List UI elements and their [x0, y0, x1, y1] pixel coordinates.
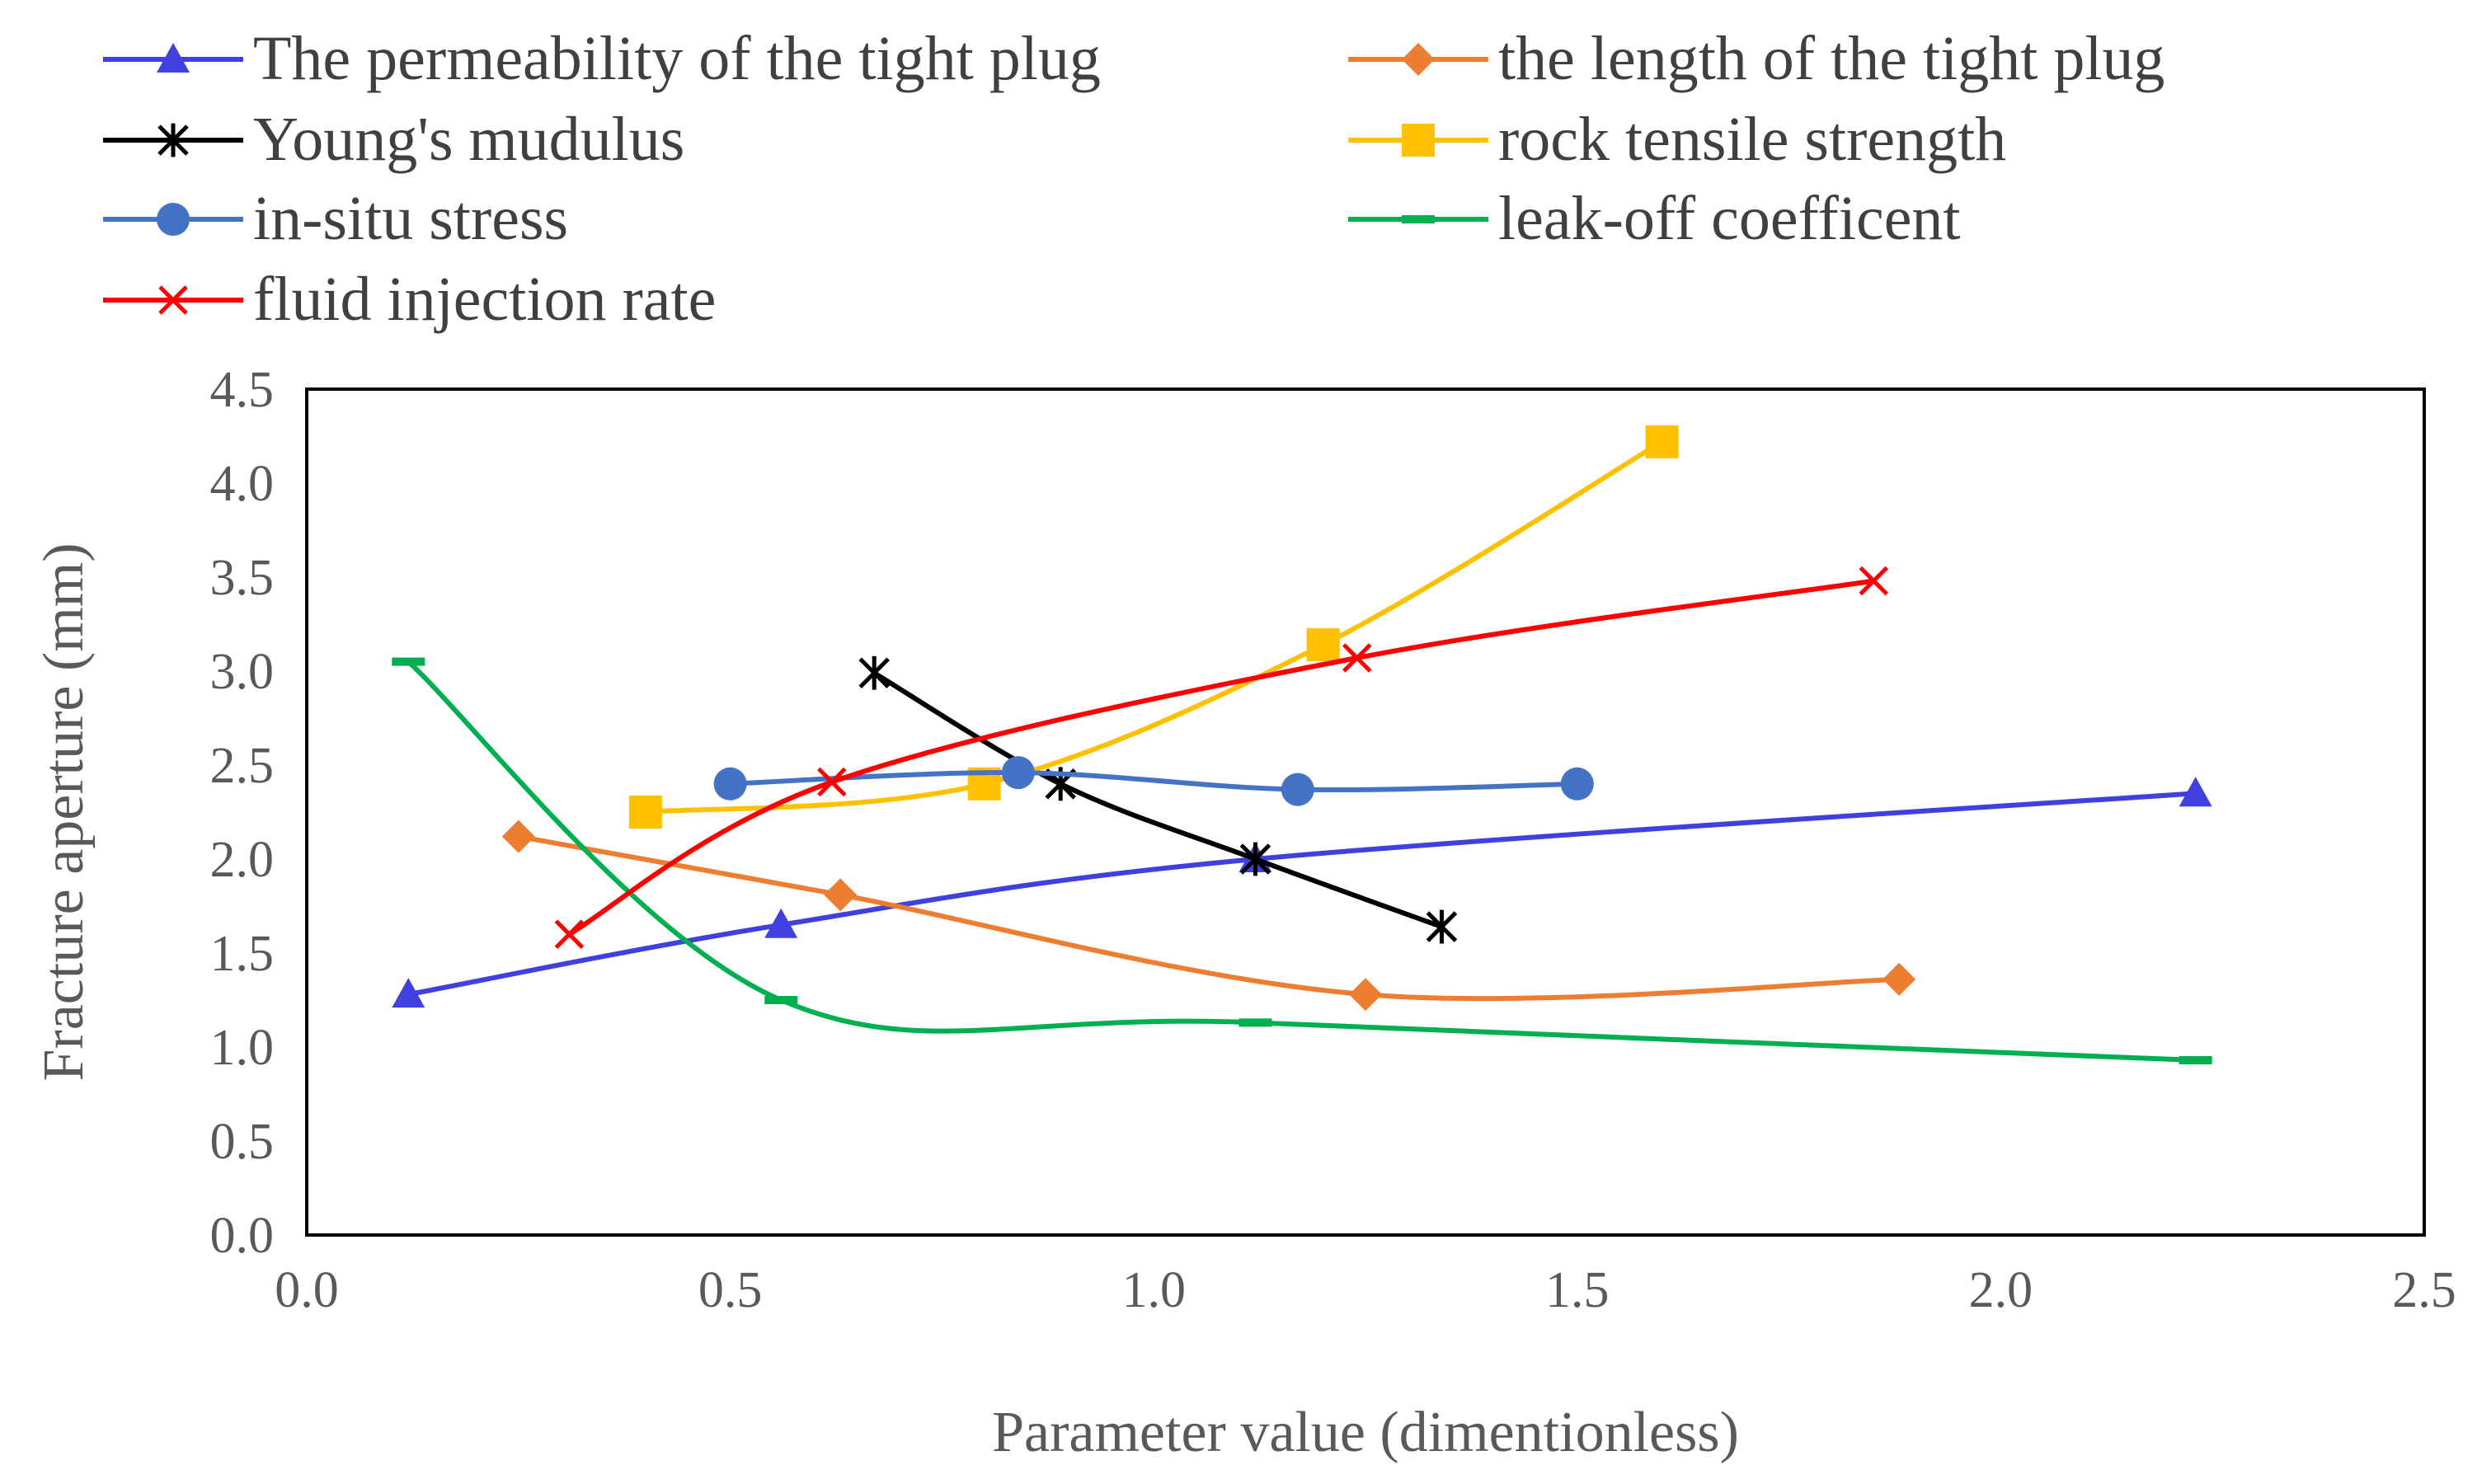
x-tick-label: 2.5	[2392, 1262, 2456, 1318]
series-line-rock-tensile-strength	[645, 439, 1664, 815]
legend-marker-fluid-injection-rate	[158, 285, 188, 315]
data-point-the-length-of-the-tight-plug-1	[824, 878, 858, 912]
data-point-the-permeability-of-the-tight-plug-1	[764, 908, 798, 938]
legend-label: the length of the tight plug	[1498, 24, 2164, 93]
legend-label: fluid injection rate	[253, 265, 716, 334]
legend-marker-in-situ-stress	[157, 203, 190, 236]
data-point-in-situ-stress-0	[713, 767, 747, 801]
series-line-young-s-mudulus	[872, 670, 1443, 929]
plot-area-frame	[305, 387, 2426, 1237]
legend-marker-leak-off-coefficent	[1402, 215, 1435, 223]
data-point-rock-tensile-strength-3	[1645, 425, 1679, 458]
legend: The permeability of the tight plug the le…	[103, 24, 2164, 334]
x-tick-label: 2.0	[1969, 1262, 2033, 1318]
data-point-fluid-injection-rate-3	[1859, 566, 1889, 596]
legend-marker-the-length-of-the-tight-plug	[1402, 43, 1435, 76]
x-tick-label: 1.0	[1121, 1262, 1186, 1318]
data-point-young-s-mudulus-0	[858, 655, 890, 690]
series-layer	[392, 425, 2212, 1064]
y-tick-label: 2.0	[210, 832, 275, 888]
data-point-fluid-injection-rate-2	[1342, 643, 1372, 673]
x-axis-title: Parameter value (dimentionless)	[992, 1401, 1739, 1464]
data-point-in-situ-stress-2	[1281, 773, 1314, 806]
legend-entry-leak-off-coefficent: leak-off coefficent	[1348, 184, 1961, 253]
data-point-the-length-of-the-tight-plug-3	[1882, 962, 1916, 996]
data-point-rock-tensile-strength-0	[628, 796, 662, 829]
series-the-length-of-the-tight-plug	[501, 819, 1916, 1012]
data-point-leak-off-coefficent-0	[392, 657, 425, 666]
series-leak-off-coefficent	[392, 657, 2212, 1064]
legend-entry-young-s-mudulus: Young's mudulus	[103, 105, 684, 174]
legend-label: The permeability of the tight plug	[253, 24, 1101, 93]
series-in-situ-stress	[713, 756, 1594, 806]
series-fluid-injection-rate	[554, 566, 1889, 949]
data-point-rock-tensile-strength-2	[1306, 628, 1340, 662]
series-line-leak-off-coefficent	[407, 660, 2196, 1063]
y-tick-label: 1.5	[210, 926, 275, 982]
x-tick-label: 0.5	[698, 1262, 763, 1318]
y-tick-label: 3.5	[210, 550, 275, 606]
data-point-fluid-injection-rate-0	[554, 919, 585, 949]
y-tick-label: 3.0	[210, 644, 275, 700]
data-point-the-permeability-of-the-tight-plug-0	[392, 978, 425, 1008]
y-tick-label: 4.0	[210, 456, 275, 512]
data-point-in-situ-stress-1	[1001, 756, 1035, 790]
legend-entry-fluid-injection-rate: fluid injection rate	[103, 265, 716, 334]
y-tick-label: 1.0	[210, 1020, 275, 1076]
x-tick-labels: 0.0 0.5 1.0 1.5 2.0 2.5	[275, 1262, 2456, 1318]
y-axis-title: Fracture aperture (mm)	[32, 542, 96, 1081]
data-point-leak-off-coefficent-3	[2179, 1055, 2212, 1064]
legend-label: rock tensile strength	[1498, 105, 2006, 174]
data-point-the-length-of-the-tight-plug-0	[501, 819, 535, 853]
series-line-in-situ-stress	[730, 770, 1577, 793]
y-tick-label: 2.5	[210, 738, 275, 794]
x-tick-label: 0.0	[275, 1262, 339, 1318]
legend-entry-rock-tensile-strength: rock tensile strength	[1348, 105, 2006, 174]
legend-entry-the-length-of-the-tight-plug: the length of the tight plug	[1348, 24, 2164, 93]
data-point-fluid-injection-rate-1	[817, 767, 847, 797]
legend-label: in-situ stress	[253, 184, 568, 253]
data-point-young-s-mudulus-2	[1239, 842, 1271, 876]
data-point-leak-off-coefficent-1	[764, 996, 798, 1004]
y-tick-label: 0.0	[210, 1208, 275, 1264]
series-rock-tensile-strength	[628, 425, 1679, 829]
y-tick-labels: 0.0 0.5 1.0 1.5 2.0 2.5 3.0 3.5 4.0 4.5	[210, 362, 275, 1264]
legend-marker-the-permeability-of-the-tight-plug	[157, 43, 190, 73]
data-point-leak-off-coefficent-2	[1238, 1018, 1272, 1027]
data-point-the-permeability-of-the-tight-plug-3	[2179, 777, 2212, 807]
legend-marker-rock-tensile-strength	[1402, 124, 1435, 157]
series-line-the-length-of-the-tight-plug	[518, 834, 1900, 1002]
legend-entry-in-situ-stress: in-situ stress	[103, 184, 568, 253]
data-point-in-situ-stress-3	[1560, 767, 1594, 801]
data-point-young-s-mudulus-3	[1426, 909, 1458, 944]
data-point-the-length-of-the-tight-plug-2	[1349, 978, 1382, 1012]
legend-entry-the-permeability-of-the-tight-plug: The permeability of the tight plug	[103, 24, 1101, 93]
series-young-s-mudulus	[858, 655, 1458, 944]
y-tick-label: 4.5	[210, 362, 275, 418]
y-tick-label: 0.5	[210, 1114, 275, 1170]
legend-label: leak-off coefficent	[1498, 184, 1961, 253]
x-tick-label: 1.5	[1545, 1262, 1610, 1318]
legend-label: Young's mudulus	[253, 105, 684, 174]
series-line-the-permeability-of-the-tight-plug	[407, 791, 2196, 998]
legend-marker-young-s-mudulus	[157, 123, 189, 157]
series-line-fluid-injection-rate	[567, 578, 1874, 937]
